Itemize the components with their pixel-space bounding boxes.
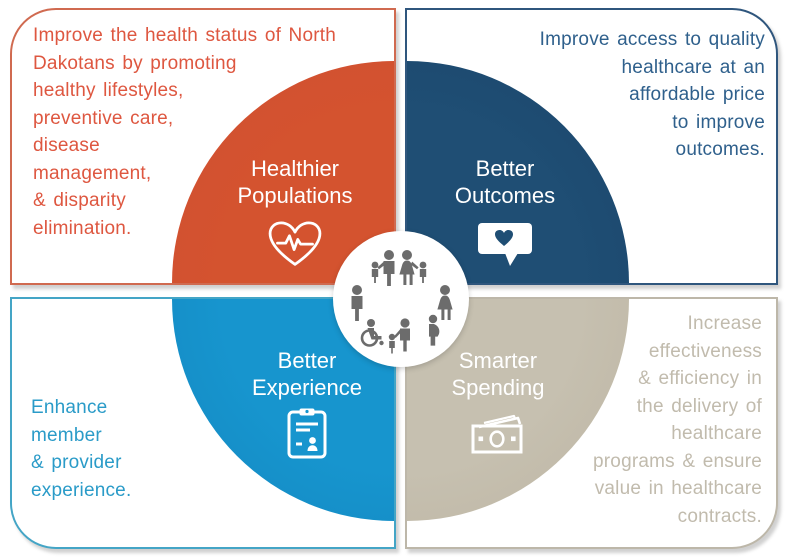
money-icon — [471, 414, 523, 454]
heart-message-icon — [478, 223, 532, 266]
woman-figure — [437, 285, 453, 320]
group-better-experience: Better Experience — [222, 347, 392, 459]
quadrant-label-better-experience: Better Experience — [251, 348, 363, 400]
man-figure — [351, 285, 363, 321]
heart-pulse-icon — [268, 221, 322, 266]
description-better-experience: Enhance member & provider experience. — [31, 397, 132, 501]
adult-with-child-figure — [388, 318, 410, 354]
description-smarter-spending: Increase effectiveness & efficiency in t… — [593, 313, 762, 527]
group-smarter-spending: Smarter Spending — [413, 347, 583, 455]
group-better-outcomes: Better Outcomes — [425, 155, 585, 267]
quadrant-label-better-outcomes: Better Outcomes — [454, 156, 556, 208]
description-healthier-populations: Improve the health status of North Dakot… — [33, 25, 337, 239]
clipboard-checklist-icon — [287, 408, 327, 459]
family-figures — [371, 250, 427, 286]
description-better-outcomes: Improve access to quality healthcare at … — [539, 29, 765, 160]
center-circle — [333, 231, 469, 367]
wheelchair-figure — [360, 319, 384, 347]
group-healthier-populations: Healthier Populations — [205, 155, 385, 269]
quadrant-label-smarter-spending: Smarter Spending — [451, 348, 545, 400]
pregnant-woman-figure — [428, 314, 440, 346]
quadrant-label-healthier-populations: Healthier Populations — [237, 156, 353, 208]
community-people-icon — [351, 250, 453, 354]
